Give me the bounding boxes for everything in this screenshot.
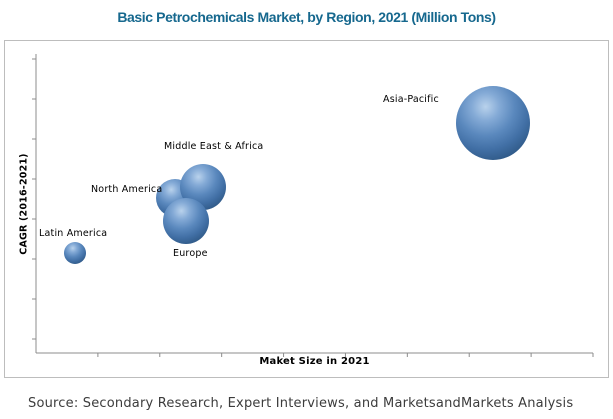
axes (32, 54, 594, 357)
bubble-label-asia-pacific: Asia-Pacific (383, 94, 439, 105)
bubble-label-middle-east-africa: Middle East & Africa (164, 141, 264, 152)
chart-title: Basic Petrochemicals Market, by Region, … (117, 9, 496, 25)
bubble-asia-pacific (455, 85, 530, 160)
bubble-latin-america (63, 242, 86, 265)
bubble-label-north-america: North America (91, 184, 163, 195)
y-axis-label: CAGR (2016-2021) (18, 153, 30, 255)
bubble-label-europe: Europe (173, 248, 208, 259)
bubble-label-latin-america: Latin America (39, 228, 108, 239)
chart-plot-area: Maket Size in 2021 CAGR (2016-2021) Lati… (4, 40, 609, 378)
bubble-europe (163, 198, 210, 245)
x-axis-label: Maket Size in 2021 (259, 356, 370, 367)
source-note: Source: Secondary Research, Expert Inter… (28, 396, 574, 411)
